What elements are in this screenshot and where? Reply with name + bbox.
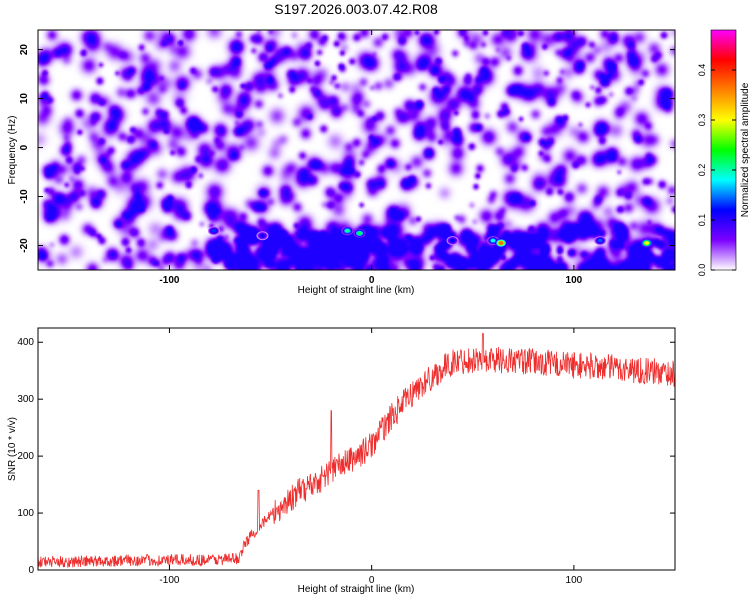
colorbar-label: Normalized spectral amplitude (740, 82, 750, 217)
colorbar: 0.0 0.1 0.2 0.3 0.4 Normalized spectral ampl… (697, 29, 750, 277)
y-tick-label: 300 (17, 394, 34, 405)
heatmap-hotspot (644, 241, 650, 245)
y-tick-label: 0 (28, 565, 34, 576)
y-tick-label: 20 (19, 44, 30, 56)
x-tick-label: 100 (566, 275, 583, 286)
colorbar-tick-label: 0.1 (697, 214, 707, 227)
heatmap-hotspot (597, 238, 603, 243)
heatmap-hotspot (357, 231, 362, 236)
x-tick-label: 100 (566, 575, 583, 586)
spectrogram-y-ticks: -20 -10 0 10 20 (19, 44, 675, 253)
snr-y-ticks: 0 100 200 300 400 (17, 337, 675, 576)
heatmap-hotspot (490, 238, 496, 243)
spectrogram-x-ticks: -100 0 100 (159, 30, 583, 286)
y-tick-label: -20 (19, 238, 30, 253)
snr-panel: -100 0 100 0 100 200 300 400 Height of straigh… (7, 327, 676, 595)
snr-x-label: Height of straight line (km) (298, 584, 415, 595)
heatmap-hotspot (498, 241, 504, 245)
y-tick-label: 400 (17, 337, 34, 348)
spectrogram-y-label: Frequency (Hz) (7, 116, 18, 185)
snr-frame (37, 327, 676, 571)
y-tick-label: 200 (17, 451, 34, 462)
colorbar-tick-label: 0.3 (697, 114, 707, 127)
y-tick-label: 100 (17, 508, 34, 519)
spectrogram-hotspots (207, 226, 653, 248)
colorbar-tick-label: 0.4 (697, 64, 707, 77)
x-tick-label: 0 (369, 275, 375, 286)
figure-title: S197.2026.003.07.42.R08 (274, 1, 438, 17)
snr-series-line (38, 333, 675, 569)
snr-y-label: SNR (10 * v/v) (7, 417, 18, 481)
y-tick-label: 10 (19, 93, 30, 105)
colorbar-ticks: 0.0 0.1 0.2 0.3 0.4 (697, 64, 736, 277)
x-tick-label: -100 (159, 275, 179, 286)
heatmap-hotspot (450, 238, 455, 243)
x-tick-label: 0 (369, 575, 375, 586)
heatmap-hotspot (211, 229, 217, 233)
colorbar-tick-label: 0.0 (697, 264, 707, 277)
colorbar-gradient (711, 30, 736, 270)
spectrogram-frame (37, 29, 676, 271)
y-tick-label: 0 (19, 144, 30, 150)
colorbar-tick-label: 0.2 (697, 164, 707, 177)
y-tick-label: -10 (19, 189, 30, 204)
heatmap-hotspot (345, 229, 350, 233)
spectrogram-x-label: Height of straight line (km) (298, 285, 415, 296)
colorbar-frame (710, 29, 737, 271)
snr-x-ticks: -100 0 100 (159, 328, 583, 586)
x-tick-label: -100 (159, 575, 179, 586)
heatmap-hotspot (260, 233, 265, 238)
